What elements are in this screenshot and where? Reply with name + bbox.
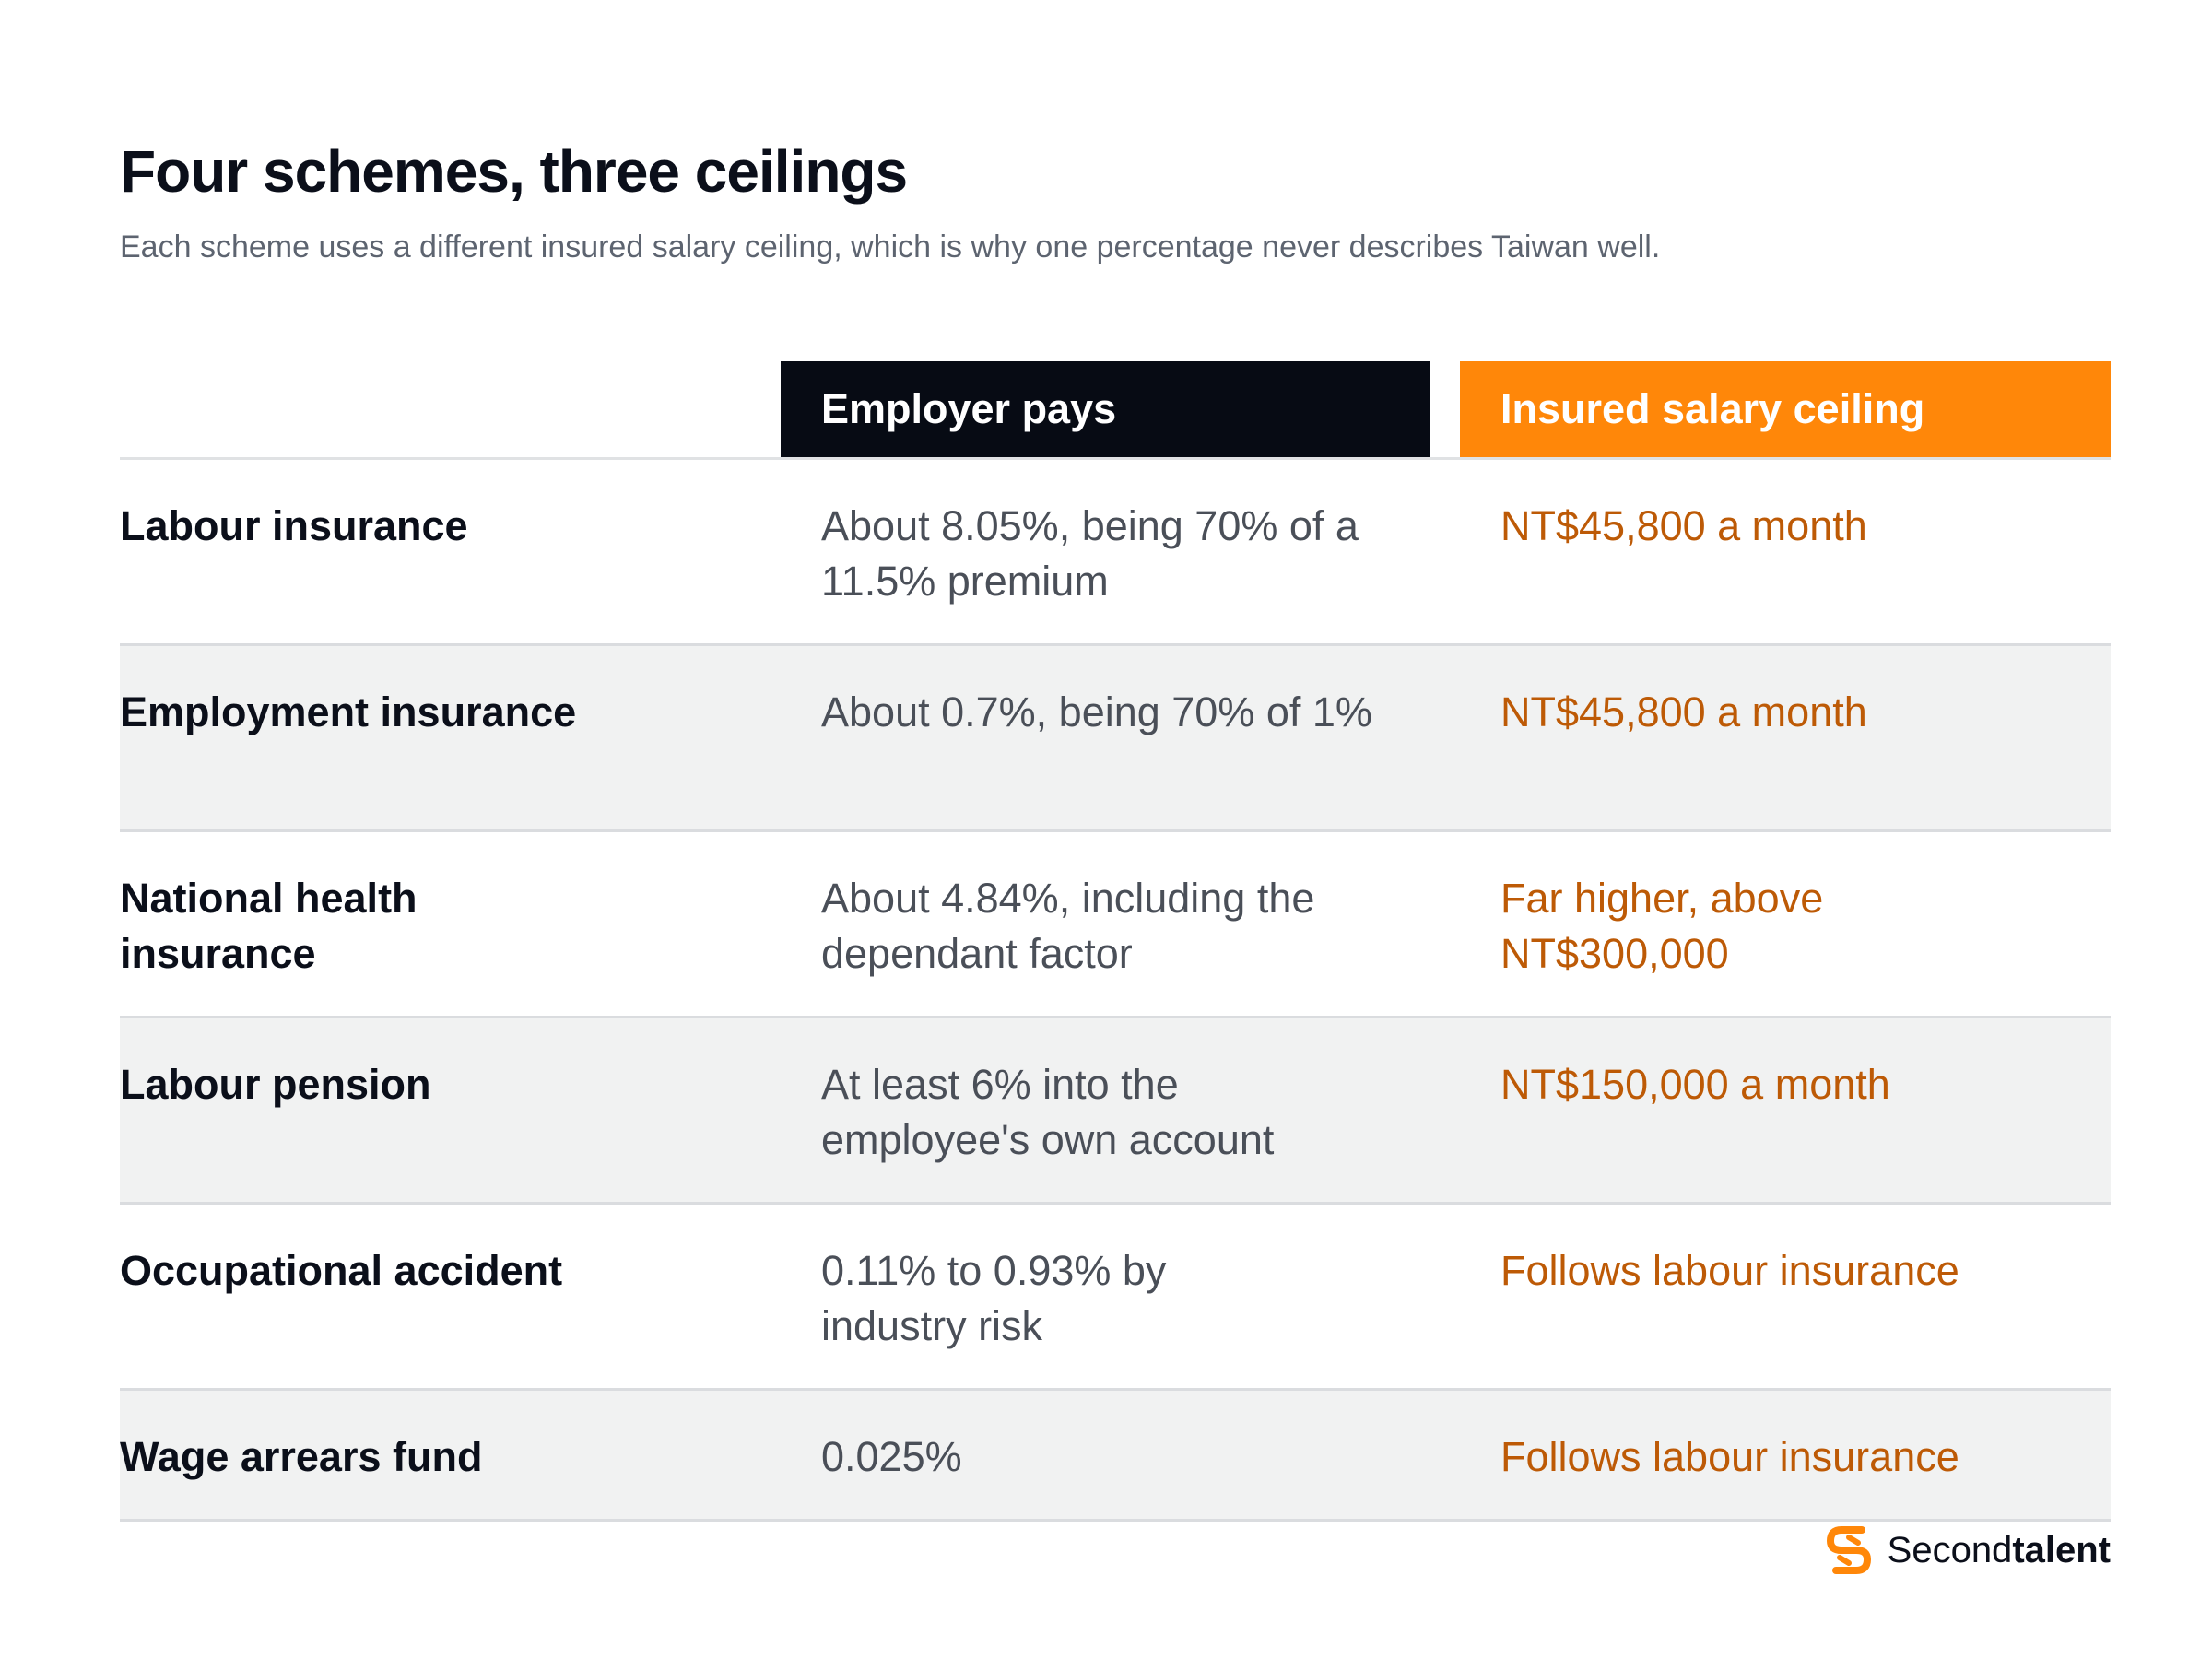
scheme-name: National health insurance xyxy=(120,875,418,977)
scheme-name: Wage arrears fund xyxy=(120,1433,483,1480)
table-row: Employment insurance About 0.7%, being 7… xyxy=(120,646,2111,832)
ceiling-value: NT$150,000 a month xyxy=(1500,1061,1890,1108)
header-divider xyxy=(120,457,2111,460)
table-row: Labour insurance About 8.05%, being 70% … xyxy=(120,460,2111,646)
table-row: Wage arrears fund 0.025% Follows labour … xyxy=(120,1391,2111,1522)
scheme-name: Labour pension xyxy=(120,1061,431,1108)
ceiling-value: NT$45,800 a month xyxy=(1500,502,1867,549)
employer-pays-value: About 4.84%, including the dependant fac… xyxy=(821,875,1315,977)
employer-pays-value: About 0.7%, being 70% of 1% xyxy=(821,688,1372,735)
brand-logo: Secondtalent xyxy=(1821,1523,2111,1578)
ceiling-value: Far higher, above NT$300,000 xyxy=(1500,875,1824,977)
header-employer-pays: Employer pays xyxy=(781,361,1430,457)
ceiling-value: Follows labour insurance xyxy=(1500,1433,1959,1480)
page-subtitle: Each scheme uses a different insured sal… xyxy=(120,229,1661,265)
ceiling-value: Follows labour insurance xyxy=(1500,1247,1959,1294)
employer-pays-value: At least 6% into the employee's own acco… xyxy=(821,1061,1275,1163)
brand-name-part2: talent xyxy=(2012,1529,2111,1570)
table-header-row: Employer pays Insured salary ceiling xyxy=(120,361,2111,457)
ceiling-value: NT$45,800 a month xyxy=(1500,688,1867,735)
scheme-name: Labour insurance xyxy=(120,502,468,549)
brand-name: Secondtalent xyxy=(1888,1530,2111,1571)
employer-pays-value: 0.025% xyxy=(821,1433,962,1480)
brand-name-part1: Second xyxy=(1887,1529,2013,1570)
page-title: Four schemes, three ceilings xyxy=(120,138,908,205)
header-insured-salary-ceiling: Insured salary ceiling xyxy=(1460,361,2111,457)
table-row: Labour pension At least 6% into the empl… xyxy=(120,1018,2111,1205)
schemes-table: Employer pays Insured salary ceiling Lab… xyxy=(120,361,2111,1522)
table-row: Occupational accident 0.11% to 0.93% by … xyxy=(120,1205,2111,1391)
employer-pays-value: About 8.05%, being 70% of a 11.5% premiu… xyxy=(821,502,1359,605)
secondtalent-logo-icon xyxy=(1826,1526,1871,1574)
scheme-name: Employment insurance xyxy=(120,688,577,735)
scheme-name: Occupational accident xyxy=(120,1247,563,1294)
employer-pays-value: 0.11% to 0.93% by industry risk xyxy=(821,1247,1167,1349)
table-row: National health insurance About 4.84%, i… xyxy=(120,832,2111,1018)
